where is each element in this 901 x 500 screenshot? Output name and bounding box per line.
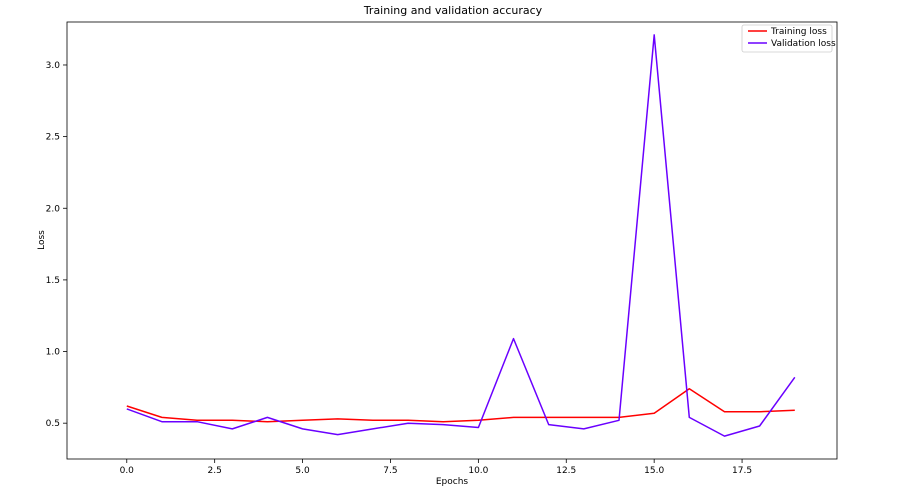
y-axis-label: Loss — [37, 230, 47, 250]
x-axis: 0.0 2.5 5.0 7.5 10.0 12.5 15.0 17.5 — [120, 459, 752, 476]
x-tick-label: 17.5 — [732, 466, 752, 476]
x-tick-label: 5.0 — [295, 466, 310, 476]
legend-label-validation: Validation loss — [771, 39, 836, 49]
y-tick-label: 2.0 — [46, 204, 61, 214]
x-tick-label: 2.5 — [208, 466, 222, 476]
validation-loss-line — [126, 34, 796, 437]
x-tick-label: 10.0 — [468, 466, 488, 476]
y-tick-label: 3.0 — [46, 61, 61, 71]
x-tick-label: 12.5 — [556, 466, 576, 476]
legend: Training loss Validation loss — [741, 24, 836, 53]
y-tick-label: 1.5 — [46, 276, 60, 286]
y-tick-label: 1.0 — [46, 348, 61, 358]
series-lines — [126, 34, 796, 437]
y-axis: 0.5 1.0 1.5 2.0 2.5 3.0 — [46, 61, 67, 429]
y-tick-label: 2.5 — [46, 133, 60, 143]
legend-label-training: Training loss — [770, 27, 827, 37]
y-tick-label: 0.5 — [46, 419, 60, 429]
x-tick-label: 15.0 — [644, 466, 664, 476]
x-axis-label: Epochs — [436, 477, 469, 487]
x-tick-label: 7.5 — [383, 466, 397, 476]
plot-area — [66, 21, 838, 460]
x-tick-label: 0.0 — [120, 466, 135, 476]
chart-title: Training and validation accuracy — [363, 4, 543, 17]
training-loss-line — [126, 388, 795, 423]
